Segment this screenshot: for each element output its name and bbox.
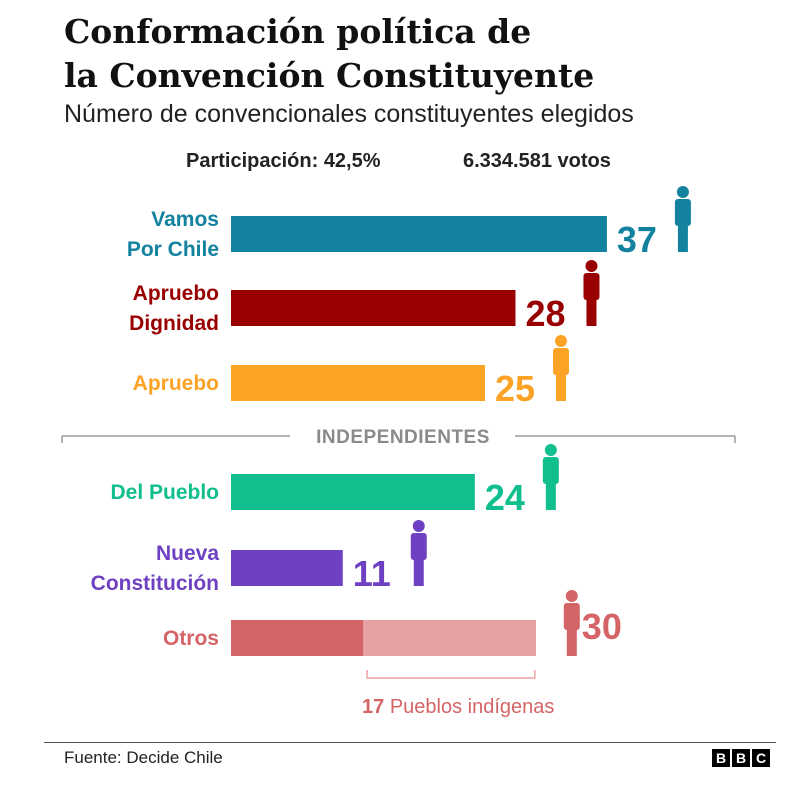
value-label: 24 xyxy=(485,477,525,518)
category-label: Vamos xyxy=(151,208,219,231)
category-label: Apruebo xyxy=(133,282,219,305)
person-icon xyxy=(583,260,600,326)
title-line-2: la Convención Constituyente xyxy=(64,56,595,95)
value-label: 30 xyxy=(582,606,622,647)
category-label: Por Chile xyxy=(127,238,219,261)
value-label: 11 xyxy=(353,553,391,594)
bar xyxy=(231,216,607,252)
chart-title: Conformación política de la Convención C… xyxy=(64,10,764,98)
votes-stat: 6.334.581 votos xyxy=(463,150,611,172)
logo-block: C xyxy=(752,749,770,767)
title-line-1: Conformación política de xyxy=(64,12,532,51)
value-label: 25 xyxy=(495,368,535,409)
logo-block: B xyxy=(712,749,730,767)
category-label: Constitución xyxy=(91,572,219,595)
category-label: Apruebo xyxy=(133,372,219,395)
bar xyxy=(231,474,475,510)
chart-subtitle: Número de convencionales constituyentes … xyxy=(64,100,634,128)
person-icon xyxy=(674,186,691,252)
bar xyxy=(231,290,516,326)
person-icon xyxy=(542,444,559,510)
category-label: Dignidad xyxy=(129,312,219,335)
footer-rule xyxy=(44,742,776,743)
sub-segment-note: 17 Pueblos indígenas xyxy=(362,696,554,718)
source-note: Fuente: Decide Chile xyxy=(64,748,223,767)
bar xyxy=(231,365,485,401)
logo-block: B xyxy=(732,749,750,767)
bbc-logo: B B C xyxy=(712,749,770,767)
participation-stat: Participación: 42,5% xyxy=(186,150,381,172)
category-label: Nueva xyxy=(156,542,219,565)
bar xyxy=(231,550,343,586)
person-icon xyxy=(410,520,427,586)
person-icon xyxy=(553,335,569,401)
separator-label: INDEPENDIENTES xyxy=(316,427,490,448)
category-label: Otros xyxy=(163,627,219,650)
person-icon xyxy=(563,590,580,656)
value-label: 28 xyxy=(525,293,565,334)
value-label: 37 xyxy=(617,219,657,260)
sub-segment-bracket xyxy=(366,670,536,679)
category-label: Del Pueblo xyxy=(110,481,219,504)
bar-sub-segment xyxy=(363,620,536,656)
